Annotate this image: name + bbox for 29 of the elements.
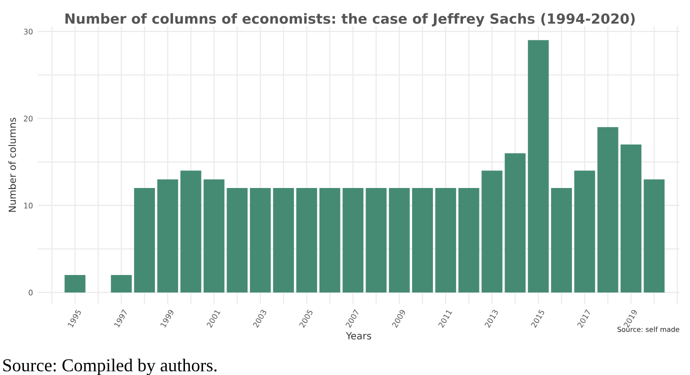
bar [551,188,572,292]
bar [180,170,202,292]
bar [366,188,387,292]
bar [157,179,178,292]
bar [528,40,549,292]
bar [110,275,132,292]
source-note: Source: Compiled by authors. [3,358,217,375]
bar [574,170,596,292]
chart-title: Number of columns of economists: the case of Jeffrey Sachs (1994-2020) [65,13,635,27]
bar [388,188,410,292]
bar [620,144,642,292]
bar [644,179,665,292]
bar [64,275,86,292]
x-axis-title: Years [346,332,372,340]
bar [597,127,618,292]
bar [226,188,248,292]
bar [273,188,294,292]
bar [342,188,364,292]
bar [435,188,456,292]
bar [250,188,271,292]
bar [134,188,155,292]
bar [319,188,340,292]
bar [482,170,502,292]
y-axis-title: Number of columns [8,118,16,212]
bar [204,179,224,292]
bar [504,153,526,292]
bar [412,188,433,292]
bar [296,188,318,292]
bar [458,188,480,292]
